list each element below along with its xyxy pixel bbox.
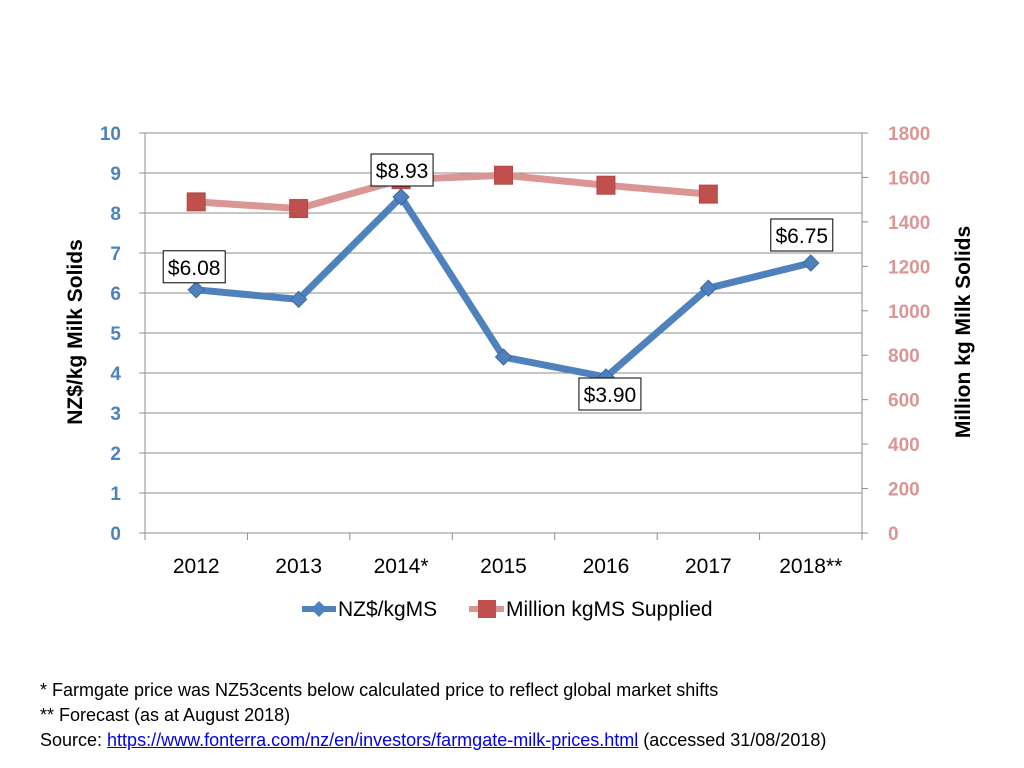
callout: $3.90: [578, 377, 642, 411]
source-prefix: Source:: [40, 730, 108, 750]
right-axis-title: Million kg Milk Solids: [952, 226, 975, 438]
callout-box: [370, 153, 434, 187]
axes: [139, 132, 868, 540]
left-tick-label: 0: [110, 524, 121, 545]
left-tick-label: 7: [110, 244, 121, 265]
callout: $6.75: [770, 218, 834, 252]
x-tick-label: 2017: [685, 555, 732, 578]
price-point: [699, 279, 718, 297]
x-tick-label: 2012: [173, 555, 220, 578]
left-tick-label: 9: [110, 164, 121, 185]
data-callouts: $6.08 $8.93 $3.90 $6.75: [162, 153, 834, 411]
supply-point: [186, 192, 206, 212]
legend-item-price: NZ$/kgMS: [302, 598, 437, 621]
right-tick-label: 1200: [888, 257, 930, 278]
series-group: [186, 165, 820, 386]
left-tick-label: 2: [110, 444, 121, 465]
left-tick-label: 1: [110, 484, 121, 505]
callout-box: [578, 377, 642, 411]
legend-item-supply: Million kgMS Supplied: [469, 598, 713, 621]
price-point: [392, 188, 410, 206]
right-tick-label: 1800: [888, 124, 930, 145]
legend-marker-supply: [478, 600, 496, 618]
left-tick-label: 5: [110, 324, 121, 345]
left-tick-label: 3: [110, 404, 121, 425]
right-tick-label: 200: [888, 480, 920, 501]
supply-point: [698, 184, 718, 204]
supply-point: [289, 199, 309, 219]
source-link[interactable]: https://www.fonterra.com/nz/en/investors…: [107, 730, 639, 750]
left-tick-label: 10: [100, 124, 121, 145]
x-tick-label: 2014*: [374, 555, 429, 578]
right-tick-label: 1600: [888, 168, 930, 189]
right-tick-label: 800: [888, 346, 920, 367]
callout: $6.08: [162, 250, 226, 284]
price-point: [802, 254, 820, 272]
right-tick-label: 600: [888, 391, 920, 412]
footnote-2: ** Forecast (as at August 2018): [40, 705, 291, 725]
left-axis-title: NZ$/kg Milk Solids: [64, 239, 87, 425]
footnotes: * Farmgate price was NZ53cents below cal…: [40, 678, 1000, 753]
callout: $8.93: [370, 153, 434, 187]
callout-label: $3.90: [584, 384, 637, 407]
left-tick-label: 4: [110, 364, 121, 385]
source-line: Source: https://www.fonterra.com/nz/en/i…: [40, 728, 1000, 753]
right-axis-ticks: 0 200 400 600 800 1000 1200 1400 1600 1800: [888, 124, 930, 545]
left-tick-label: 6: [110, 284, 121, 305]
gridlines: [145, 132, 862, 534]
supply-point: [596, 175, 616, 195]
callout-label: $6.08: [168, 257, 221, 280]
callout-box: [770, 218, 834, 252]
x-tick-label: 2015: [480, 555, 527, 578]
price-point: [494, 348, 513, 366]
supply-series: [186, 165, 718, 219]
right-tick-label: 1400: [888, 213, 930, 234]
supply-point: [494, 165, 513, 185]
right-tick-label: 0: [888, 524, 899, 545]
supply-line: [192, 171, 712, 213]
x-tick-label: 2013: [275, 555, 322, 578]
legend-label-supply: Million kgMS Supplied: [506, 598, 713, 621]
price-point: [289, 290, 308, 309]
x-tick-label: 2018**: [779, 555, 842, 578]
footnote-1: * Farmgate price was NZ53cents below cal…: [40, 680, 719, 700]
right-tick-label: 400: [888, 435, 920, 456]
source-suffix: (accessed 31/08/2018): [638, 730, 827, 750]
x-tick-label: 2016: [583, 555, 630, 578]
price-point: [187, 281, 205, 299]
callout-box: [162, 250, 226, 284]
callout-label: $6.75: [776, 225, 829, 248]
price-series: [187, 188, 820, 386]
x-axis-ticks: 2012 2013 2014* 2015 2016 2017 2018**: [173, 555, 842, 578]
legend: NZ$/kgMS Million kgMS Supplied: [302, 598, 713, 621]
legend-label-price: NZ$/kgMS: [338, 598, 437, 621]
right-tick-label: 1000: [888, 302, 930, 323]
dual-axis-line-chart: 0 1 2 3 4 5 6 7 8 9 10 0 200 400 600 800 1000 1200 1400 16…: [64, 124, 975, 621]
legend-marker-price: [311, 601, 327, 617]
left-tick-label: 8: [110, 204, 121, 225]
callout-label: $8.93: [376, 160, 429, 183]
left-axis-ticks: 0 1 2 3 4 5 6 7 8 9 10: [100, 124, 122, 545]
